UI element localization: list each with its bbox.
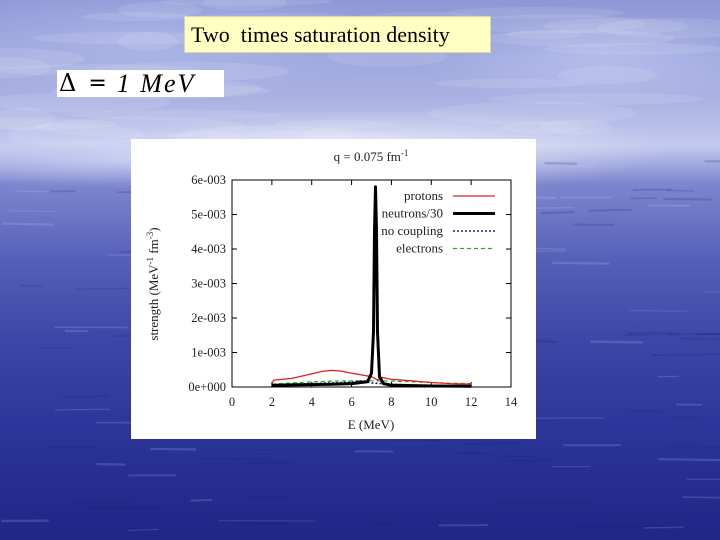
wave-streak [457, 451, 492, 455]
x-tick-label: 0 [229, 395, 235, 409]
cloud-streak [0, 56, 51, 79]
cloud-streak [504, 30, 582, 39]
x-axis-label: E (MeV) [348, 417, 395, 432]
cloud-streak [37, 116, 247, 138]
wave-streak [55, 408, 110, 411]
wave-streak [590, 340, 643, 344]
wave-streak [532, 247, 566, 251]
cloud-streak [0, 107, 55, 131]
y-axis-label: strength (MeV-1 fm-3) [145, 227, 161, 340]
legend-label: no coupling [381, 223, 443, 238]
wave-streak [668, 332, 720, 336]
wave-streak [96, 462, 126, 466]
wave-streak [460, 442, 523, 445]
series-line-neutrons-30 [271, 185, 472, 388]
chart-title: q = 0.075 fm-1 [334, 148, 409, 164]
wave-streak [15, 190, 53, 193]
wave-streak [651, 353, 720, 357]
cloud-streak [117, 1, 202, 19]
wave-streak [575, 525, 677, 528]
wave-streak [658, 458, 720, 462]
cloud-streak [6, 123, 145, 146]
chart-panel: 0 2 4 6 8 10 12 14 0e+000 1e-003 2e-003 3e-003 4e-00… [131, 139, 536, 439]
cloud-streak [489, 92, 705, 105]
delta-value: 1 MeV [116, 69, 196, 98]
x-tick-label: 12 [465, 395, 478, 409]
wave-streak [200, 457, 272, 461]
wave-streak [643, 526, 684, 529]
series-line-protons [271, 369, 472, 385]
legend-label: neutrons/30 [382, 206, 443, 221]
y-tick-label: 1e-003 [191, 346, 226, 360]
cloud-streak [432, 78, 587, 88]
wave-streak [245, 461, 296, 465]
cloud-streak [166, 130, 245, 142]
cloud-streak [544, 42, 720, 56]
y-tick-label: 5e-003 [191, 208, 226, 222]
y-tick-label: 6e-003 [191, 173, 226, 187]
cloud-streak [485, 29, 675, 47]
wave-streak [75, 287, 129, 290]
x-tick-label: 6 [348, 395, 354, 409]
cloud-streak [69, 109, 281, 121]
wave-streak [248, 496, 289, 499]
cloud-streak [81, 12, 192, 22]
wave-streak [59, 528, 153, 531]
cloud-streak [597, 18, 720, 39]
equals-sign: = [88, 71, 107, 96]
cloud-streak [0, 118, 118, 130]
wave-streak [551, 261, 610, 265]
delta-formula: Δ = 1 MeV [57, 70, 224, 97]
cloud-streak [203, 0, 287, 11]
y-tick-label: 4e-003 [191, 242, 226, 256]
x-tick-label: 10 [425, 395, 438, 409]
wave-streak [541, 210, 574, 215]
wave-streak [75, 501, 130, 503]
wave-streak [704, 159, 720, 163]
y-tick-label: 2e-003 [191, 311, 226, 325]
series-line-electrons [271, 380, 472, 385]
wave-streak [665, 445, 720, 448]
wave-streak [2, 222, 54, 226]
x-tick-label: 8 [388, 395, 394, 409]
cloud-streak [32, 31, 228, 45]
wave-streak [626, 410, 662, 413]
wave-streak [587, 208, 632, 212]
cloud-streak [428, 101, 636, 125]
wave-streak [666, 189, 695, 192]
wave-streak [663, 197, 713, 201]
cloud-streak [500, 121, 584, 134]
legend-label: electrons [396, 241, 443, 256]
y-tick-label: 3e-003 [191, 277, 226, 291]
cloud-streak [557, 66, 658, 84]
delta-symbol: Δ [59, 69, 77, 97]
cloud-streak [464, 14, 645, 34]
x-tick-label: 14 [505, 395, 518, 409]
cloud-streak [445, 6, 625, 19]
strength-chart: 0 2 4 6 8 10 12 14 0e+000 1e-003 2e-003 3e-003 4e-00… [145, 148, 518, 432]
x-tick-label: 2 [269, 395, 275, 409]
wave-streak [190, 498, 213, 502]
wave-streak [127, 528, 159, 531]
cloud-streak [0, 48, 85, 70]
wave-streak [678, 337, 720, 341]
cloud-streak [541, 119, 613, 135]
cloud-streak [117, 31, 179, 51]
cloud-streak [159, 0, 331, 6]
cloud-streak [0, 92, 170, 113]
x-tick-label: 4 [309, 395, 316, 409]
y-tick-label: 0e+000 [188, 380, 226, 394]
slide-title: Two times saturation density [184, 16, 491, 53]
wave-streak [9, 210, 56, 213]
cloud-streak [275, 119, 395, 130]
wave-streak [354, 439, 445, 442]
legend-label: protons [404, 188, 443, 203]
wave-streak [669, 416, 702, 419]
wave-streak [252, 448, 295, 451]
cloud-streak [543, 18, 689, 35]
wave-streak [62, 395, 109, 398]
wave-streak [682, 496, 720, 499]
